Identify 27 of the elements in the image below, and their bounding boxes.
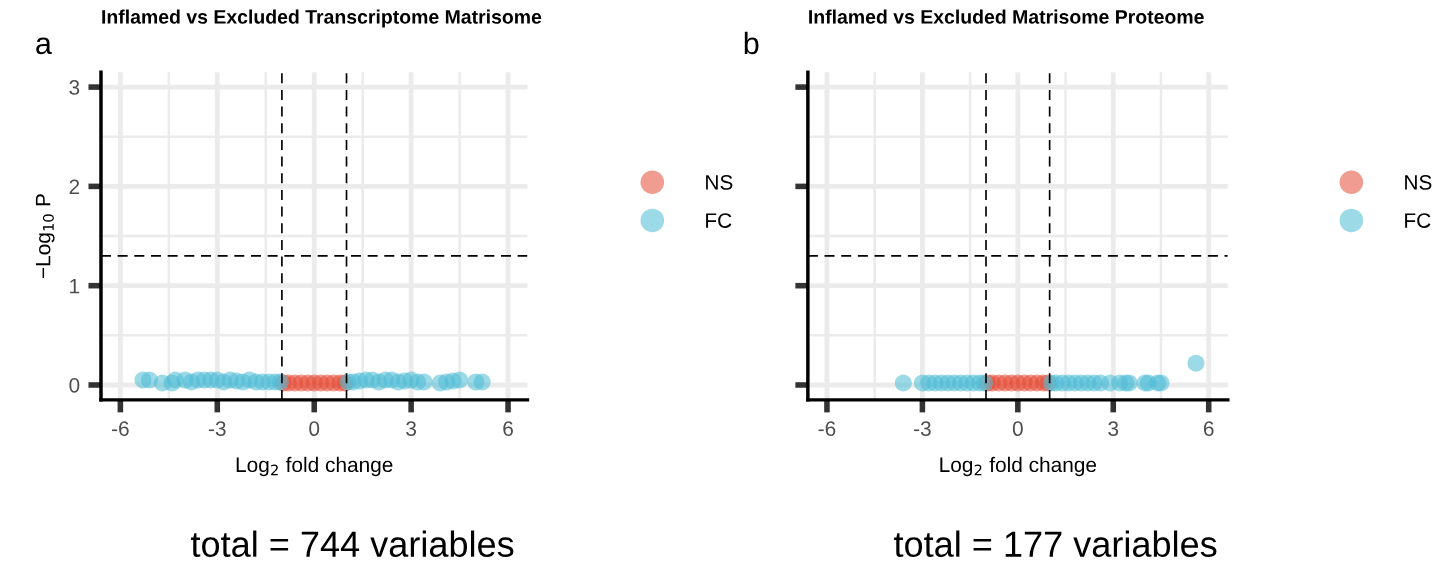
text: total = 744 variables: [191, 530, 514, 558]
legend-label: FC: [1405, 213, 1431, 228]
x-tick-label: 0: [1012, 421, 1023, 437]
y-tick-label: 3: [69, 80, 80, 95]
x-tick-label: -6: [112, 421, 129, 437]
y-tick-label: 0: [69, 377, 80, 393]
chart-title: Inflamed vs Excluded Matrisome Proteome: [809, 9, 1204, 24]
legend-label: NS: [706, 175, 733, 190]
x-tick-label: 6: [503, 421, 513, 437]
legend-label: FC: [706, 213, 732, 228]
x-tick-label: 3: [406, 421, 417, 437]
y-tick-label: 2: [69, 179, 80, 194]
x-axis-title: Log$_{2}$ fold change: [940, 456, 1097, 477]
legend-label: NS: [1405, 175, 1432, 190]
y-tick-label: 1: [70, 278, 80, 294]
x-tick-label: -3: [208, 421, 226, 437]
text: b: [744, 31, 759, 55]
text: a: [36, 37, 52, 55]
x-tick-label: 0: [309, 421, 320, 437]
x-tick-label: -3: [914, 421, 931, 437]
x-tick-label: -6: [818, 421, 836, 437]
x-tick-label: 3: [1108, 421, 1119, 437]
chart-title: Inflamed vs Excluded Transcriptome Matrisome: [102, 9, 542, 28]
y-axis-title: −Log$_{10}$ P: [35, 194, 55, 279]
text: total = 177 variables: [894, 530, 1217, 558]
x-tick-label: 6: [1203, 421, 1214, 437]
x-axis-title: Log$_{2}$ fold change: [236, 456, 393, 477]
